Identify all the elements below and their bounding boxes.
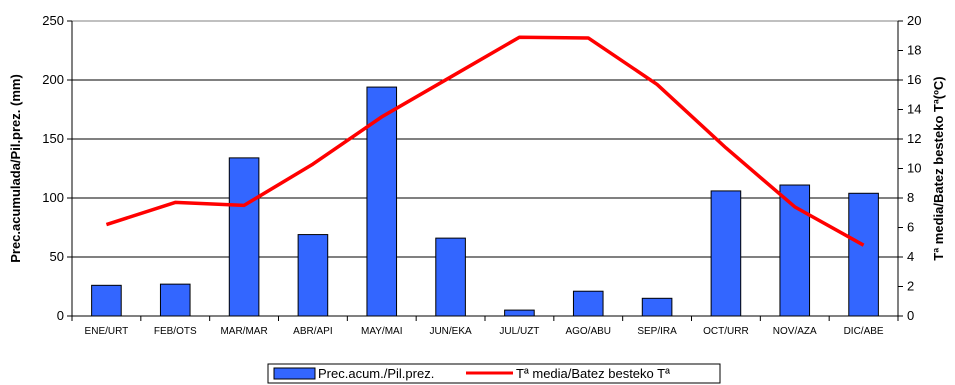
x-tick-label: OCT/URR: [703, 326, 749, 337]
temperature-line-group: [105, 35, 865, 247]
precip-bar: [297, 234, 329, 317]
y-axis-title: Prec.acumulada/Pil.prez. (mm): [8, 74, 23, 263]
precip-bar: [848, 192, 879, 317]
y2-tick-label: 16: [907, 72, 921, 87]
precip-bar: [159, 283, 191, 317]
precip-bar: [228, 157, 260, 317]
x-tick-label: ENE/URT: [85, 326, 129, 337]
precip-bar: [435, 237, 466, 317]
x-tick-label: DIC/ABE: [844, 326, 884, 337]
legend-bar-label: Prec.acum./Pil.prez.: [318, 366, 434, 381]
precip-bar: [572, 290, 604, 317]
y2-axis-title: Tª media/Batez besteko Tª(ºC): [931, 76, 946, 260]
x-tick-label: MAY/MAI: [361, 326, 402, 337]
x-tick-label: ABR/API: [293, 326, 332, 337]
plot-area: [71, 20, 899, 317]
y2-tick-label: 10: [907, 161, 921, 176]
x-tick-label: NOV/AZA: [773, 326, 817, 337]
precip-bar: [91, 284, 122, 317]
x-tick-label: JUN/EKA: [429, 326, 472, 337]
precip-bar: [641, 297, 673, 317]
y-tick-label: 0: [57, 308, 64, 323]
y2-tick-label: 18: [907, 43, 921, 58]
temperature-line: [105, 35, 865, 247]
y-tick-label: 250: [42, 13, 64, 28]
legend-bar-swatch: [273, 367, 316, 380]
y2-tick-label: 12: [907, 131, 921, 146]
y-tick-label: 100: [42, 190, 64, 205]
x-tick-label: MAR/MAR: [220, 326, 267, 337]
y2-tick-label: 2: [907, 279, 914, 294]
precip-bar: [366, 86, 398, 317]
y2-tick-label: 20: [907, 13, 921, 28]
x-tick-label: FEB/OTS: [154, 326, 197, 337]
x-tick-label: AGO/ABU: [565, 326, 611, 337]
legend-line-label: Tª media/Batez besteko Tª: [516, 366, 670, 381]
y2-tick-label: 6: [907, 220, 914, 235]
y2-tick-label: 4: [907, 249, 914, 264]
x-tick-label: SEP/IRA: [637, 326, 677, 337]
y2-tick-label: 14: [907, 102, 921, 117]
y2-tick-label: 8: [907, 190, 914, 205]
x-tick-label: JUL/UZT: [499, 326, 539, 337]
y-tick-label: 150: [42, 131, 64, 146]
precip-bar: [504, 309, 535, 317]
y-tick-label: 200: [42, 72, 64, 87]
y-tick-label: 50: [50, 249, 64, 264]
legend: Prec.acum./Pil.prez. Tª media/Batez best…: [267, 363, 721, 384]
precip-bar: [710, 190, 742, 317]
axes: 0 50 100 150 200 250 0 2 4 6 8 10 12 14 16 18 20 ENE/URT F…: [42, 13, 921, 337]
y2-tick-label: 0: [907, 308, 914, 323]
precipitation-bars: [91, 86, 879, 317]
